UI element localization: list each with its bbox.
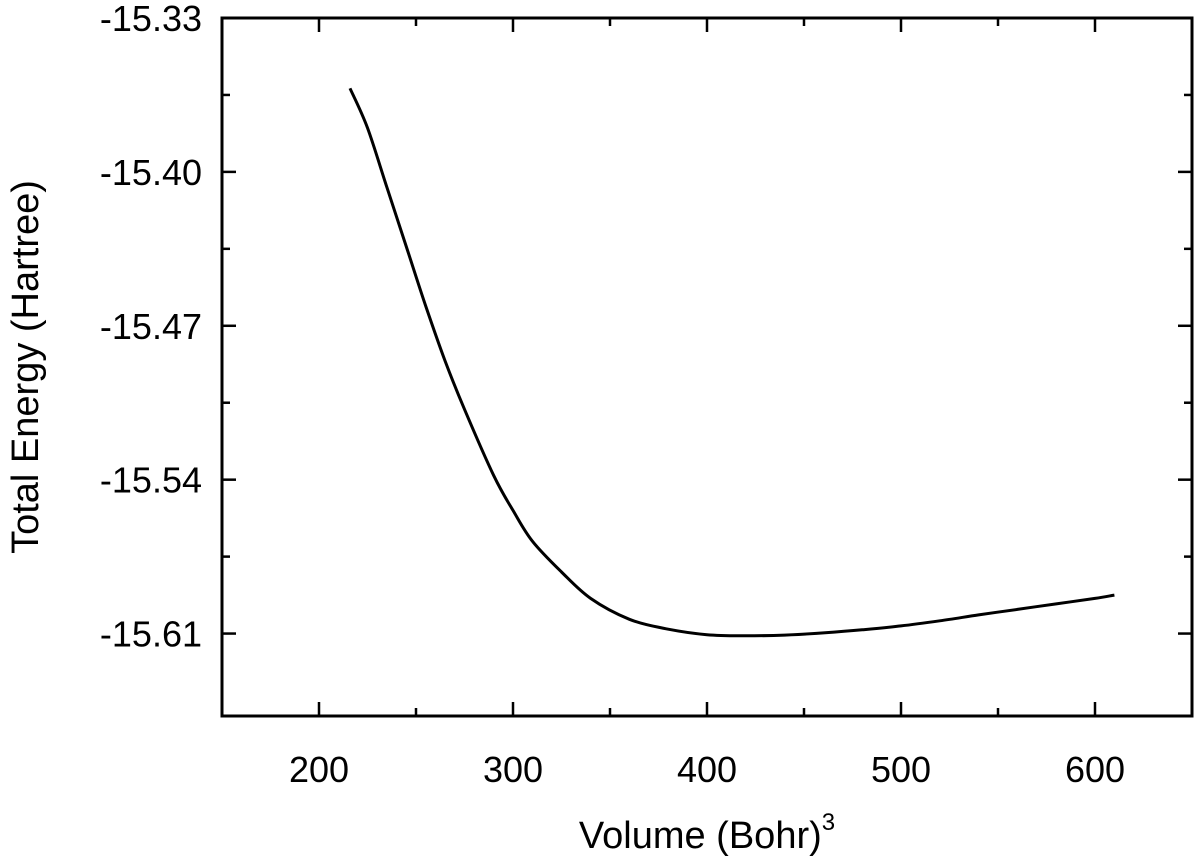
x-tick-label: 200 [289,749,349,790]
x-tick-label: 300 [483,749,543,790]
x-axis-title-superscript: 3 [822,809,835,836]
y-axis-title: Total Energy (Hartree) [5,180,47,554]
x-tick-label: 600 [1065,749,1125,790]
x-tick-label: 500 [871,749,931,790]
y-tick-label: -15.47 [100,306,202,347]
ticks-layer [220,16,1194,716]
plot-frame [220,16,1194,718]
y-tick-label: -15.61 [100,614,202,655]
y-tick-label: -15.33 [100,0,202,39]
series-layer [348,87,1115,638]
y-tick-label: -15.54 [100,460,202,501]
x-tick-label: 400 [677,749,737,790]
x-axis-title-main: Volume (Bohr) [579,815,822,857]
energy-curve-line [348,87,1115,638]
tick-labels-layer: 200 300 400 500 600 -15.33 -15.40 -15.47 -15.54 -… [100,0,1125,790]
y-tick-label: -15.40 [100,152,202,193]
x-axis-title: Volume (Bohr)3 [579,809,835,857]
